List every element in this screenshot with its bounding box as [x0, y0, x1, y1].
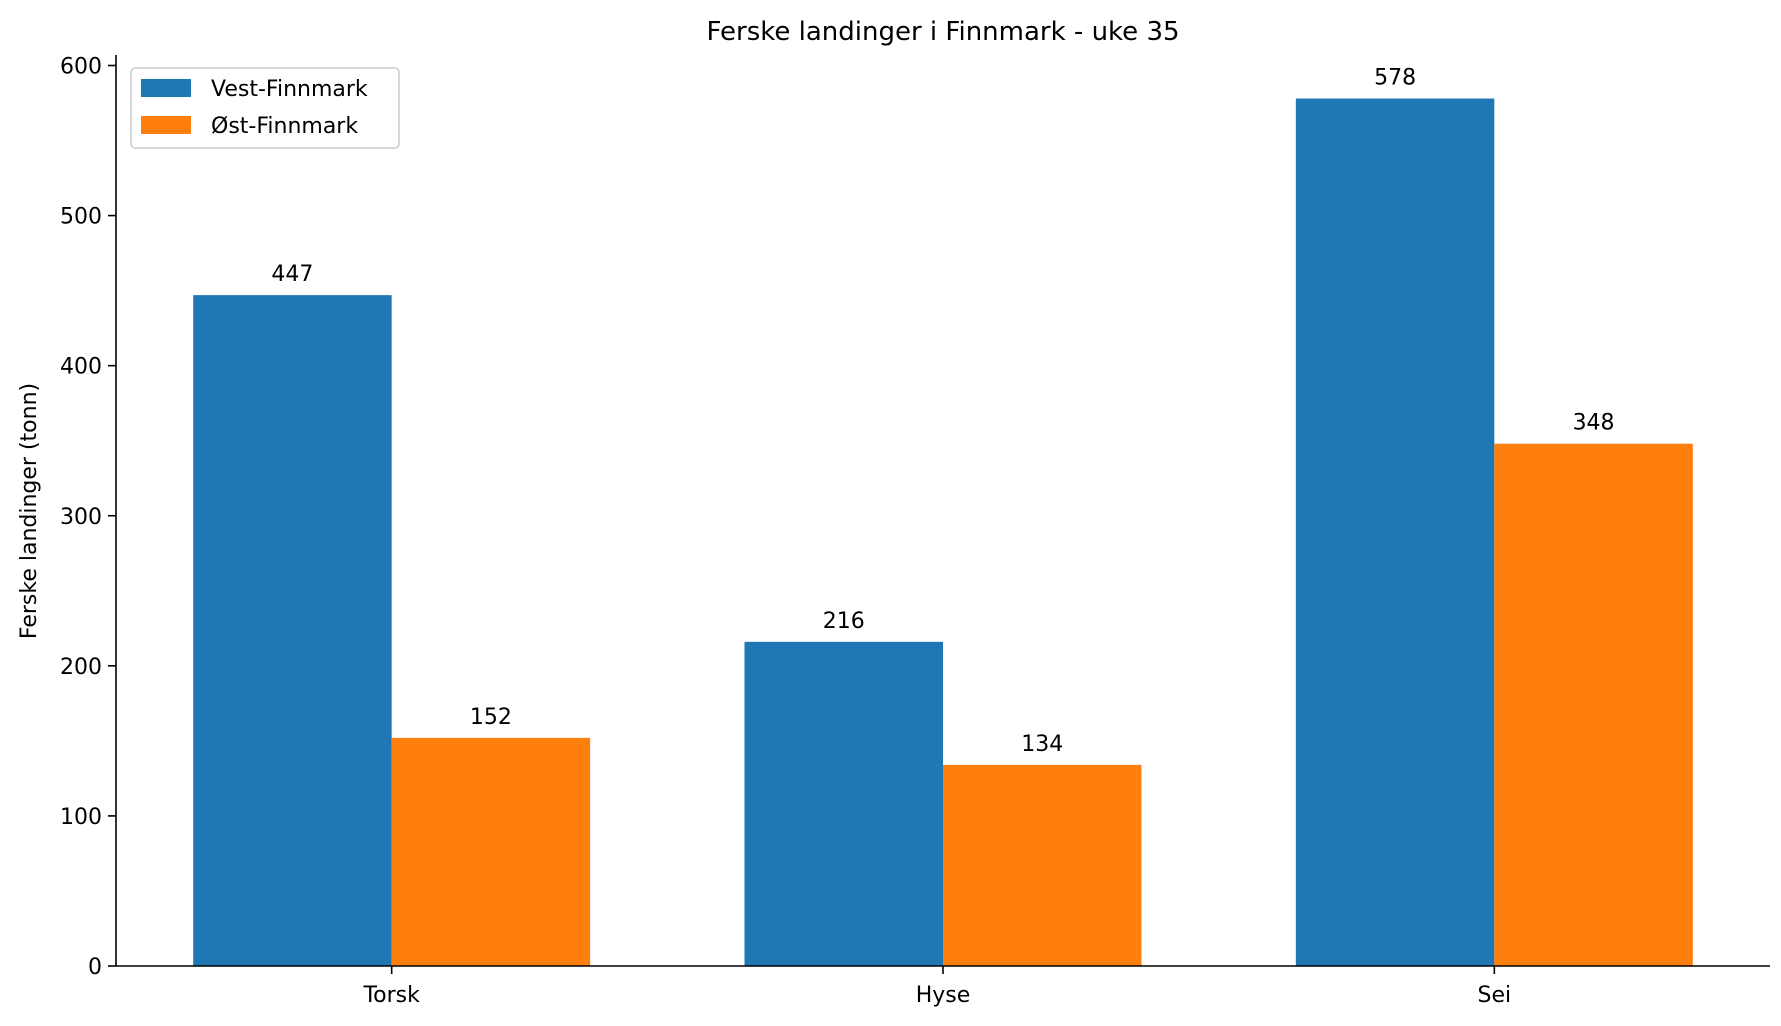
data-label-torsk-series-1: 447	[271, 262, 313, 287]
data-label-hyse-series-1: 216	[823, 609, 865, 634]
plot-area: 447 216 578 152 134 348 0 100 200 300 400 500 600 Tor…	[60, 55, 1770, 1008]
legend-swatch-series-2	[141, 116, 191, 134]
y-tick-label: 500	[60, 205, 102, 230]
x-tick-label-hyse: Hyse	[916, 983, 971, 1008]
x-tick-label-torsk: Torsk	[362, 983, 420, 1008]
y-tick-label: 300	[60, 505, 102, 530]
legend-label-series-2: Øst-Finnmark	[211, 114, 358, 139]
y-tick-label: 400	[60, 355, 102, 380]
data-label-sei-series-1: 578	[1374, 66, 1416, 91]
bar-hyse-series-2	[943, 764, 1142, 966]
y-tick-label: 100	[60, 805, 102, 830]
chart-title: Ferske landinger i Finnmark - uke 35	[706, 17, 1179, 47]
y-tick-label: 600	[60, 55, 102, 80]
data-label-hyse-series-2: 134	[1021, 732, 1063, 757]
legend-swatch-series-1	[141, 79, 191, 97]
data-label-sei-series-2: 348	[1573, 411, 1615, 436]
data-label-torsk-series-2: 152	[470, 705, 512, 730]
bar-sei-series-2	[1494, 443, 1693, 966]
bar-hyse-series-1	[744, 641, 943, 966]
bar-sei-series-1	[1295, 98, 1495, 967]
legend-label-series-1: Vest-Finnmark	[211, 77, 368, 102]
legend-box	[130, 67, 400, 149]
bar-torsk-series-1	[193, 295, 392, 966]
legend: Vest-Finnmark Øst-Finnmark	[130, 67, 400, 149]
y-tick-label: 200	[60, 655, 102, 680]
bar-torsk-series-2	[391, 737, 591, 966]
y-axis-title: Ferske landinger (tonn)	[17, 383, 42, 639]
x-tick-label-sei: Sei	[1478, 983, 1512, 1008]
y-tick-label: 0	[88, 955, 102, 980]
